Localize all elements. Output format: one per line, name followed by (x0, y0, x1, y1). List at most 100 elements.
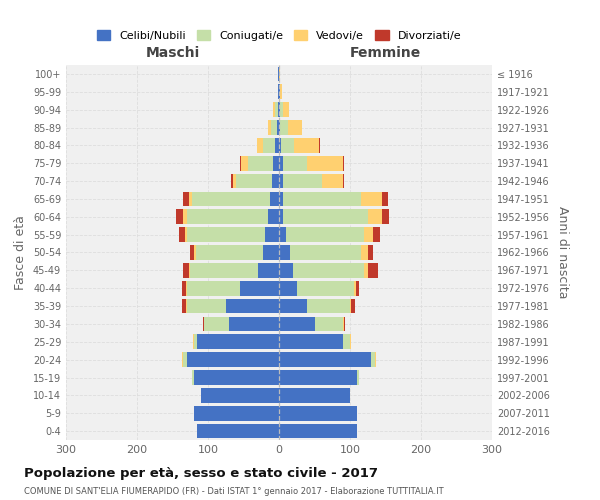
Bar (279, 174, 283, 188)
Bar (356, 281, 359, 295)
Bar (182, 298, 186, 314)
Bar (240, 156, 241, 170)
Bar (278, 84, 279, 99)
Bar (265, 228, 279, 242)
Bar (279, 120, 280, 135)
Bar (279, 102, 280, 117)
Bar (293, 263, 364, 278)
Bar (277, 120, 279, 135)
Legend: Celibi/Nubili, Coniugati/e, Vedovi/e, Divorziati/e: Celibi/Nubili, Coniugati/e, Vedovi/e, Di… (92, 26, 466, 45)
Bar (279, 388, 350, 402)
Bar (232, 174, 233, 188)
Bar (193, 192, 271, 206)
Text: Maschi: Maschi (145, 46, 200, 60)
Bar (187, 210, 268, 224)
Bar (272, 174, 279, 188)
Bar (371, 352, 375, 367)
Bar (279, 263, 293, 278)
Bar (183, 210, 187, 224)
Bar (283, 156, 307, 170)
Bar (186, 298, 187, 314)
Bar (280, 84, 282, 99)
Bar (279, 84, 280, 99)
Bar (281, 138, 294, 152)
Bar (258, 263, 279, 278)
Bar (279, 66, 280, 81)
Y-axis label: Fasce di età: Fasce di età (14, 215, 27, 290)
Bar (368, 210, 382, 224)
Bar (186, 281, 187, 295)
Bar (194, 245, 196, 260)
Bar (187, 298, 226, 314)
Bar (279, 281, 297, 295)
Bar (294, 138, 319, 152)
Bar (176, 210, 183, 224)
Bar (368, 245, 373, 260)
Bar (248, 156, 274, 170)
Bar (196, 245, 263, 260)
Bar (240, 281, 279, 295)
Bar (283, 102, 289, 117)
Bar (189, 192, 193, 206)
Bar (344, 316, 345, 331)
Bar (351, 334, 352, 349)
Bar (183, 352, 187, 367)
Bar (197, 424, 279, 438)
Bar (280, 102, 283, 117)
Bar (182, 281, 186, 295)
Bar (280, 120, 287, 135)
Bar (187, 281, 240, 295)
Bar (290, 245, 361, 260)
Bar (182, 352, 183, 367)
Text: Popolazione per età, sesso e stato civile - 2017: Popolazione per età, sesso e stato civil… (24, 468, 378, 480)
Bar (279, 424, 357, 438)
Bar (271, 192, 279, 206)
Bar (278, 102, 279, 117)
Bar (274, 156, 279, 170)
Bar (263, 138, 275, 152)
Bar (343, 334, 350, 349)
Bar (193, 334, 194, 349)
Bar (279, 334, 343, 349)
Bar (364, 263, 368, 278)
Bar (375, 352, 376, 367)
Bar (368, 263, 379, 278)
Bar (279, 245, 290, 260)
Bar (357, 370, 359, 385)
Bar (279, 192, 283, 206)
Bar (361, 192, 382, 206)
Bar (279, 352, 371, 367)
Bar (279, 228, 286, 242)
Bar (343, 316, 344, 331)
Bar (279, 138, 281, 152)
Bar (268, 120, 271, 135)
Bar (205, 316, 229, 331)
Y-axis label: Anni di nascita: Anni di nascita (556, 206, 569, 298)
Bar (382, 210, 389, 224)
Bar (194, 370, 279, 385)
Bar (314, 316, 343, 331)
Bar (257, 138, 263, 152)
Bar (275, 138, 279, 152)
Bar (263, 245, 279, 260)
Bar (286, 228, 364, 242)
Bar (279, 298, 307, 314)
Bar (297, 281, 353, 295)
Bar (233, 174, 236, 188)
Bar (241, 156, 248, 170)
Bar (229, 316, 279, 331)
Bar (203, 316, 205, 331)
Bar (279, 370, 357, 385)
Bar (353, 281, 356, 295)
Bar (197, 334, 279, 349)
Bar (187, 228, 265, 242)
Bar (279, 156, 283, 170)
Bar (194, 334, 197, 349)
Bar (352, 298, 355, 314)
Bar (382, 192, 388, 206)
Bar (364, 228, 373, 242)
Bar (283, 192, 361, 206)
Bar (274, 102, 275, 117)
Bar (279, 210, 283, 224)
Bar (201, 388, 279, 402)
